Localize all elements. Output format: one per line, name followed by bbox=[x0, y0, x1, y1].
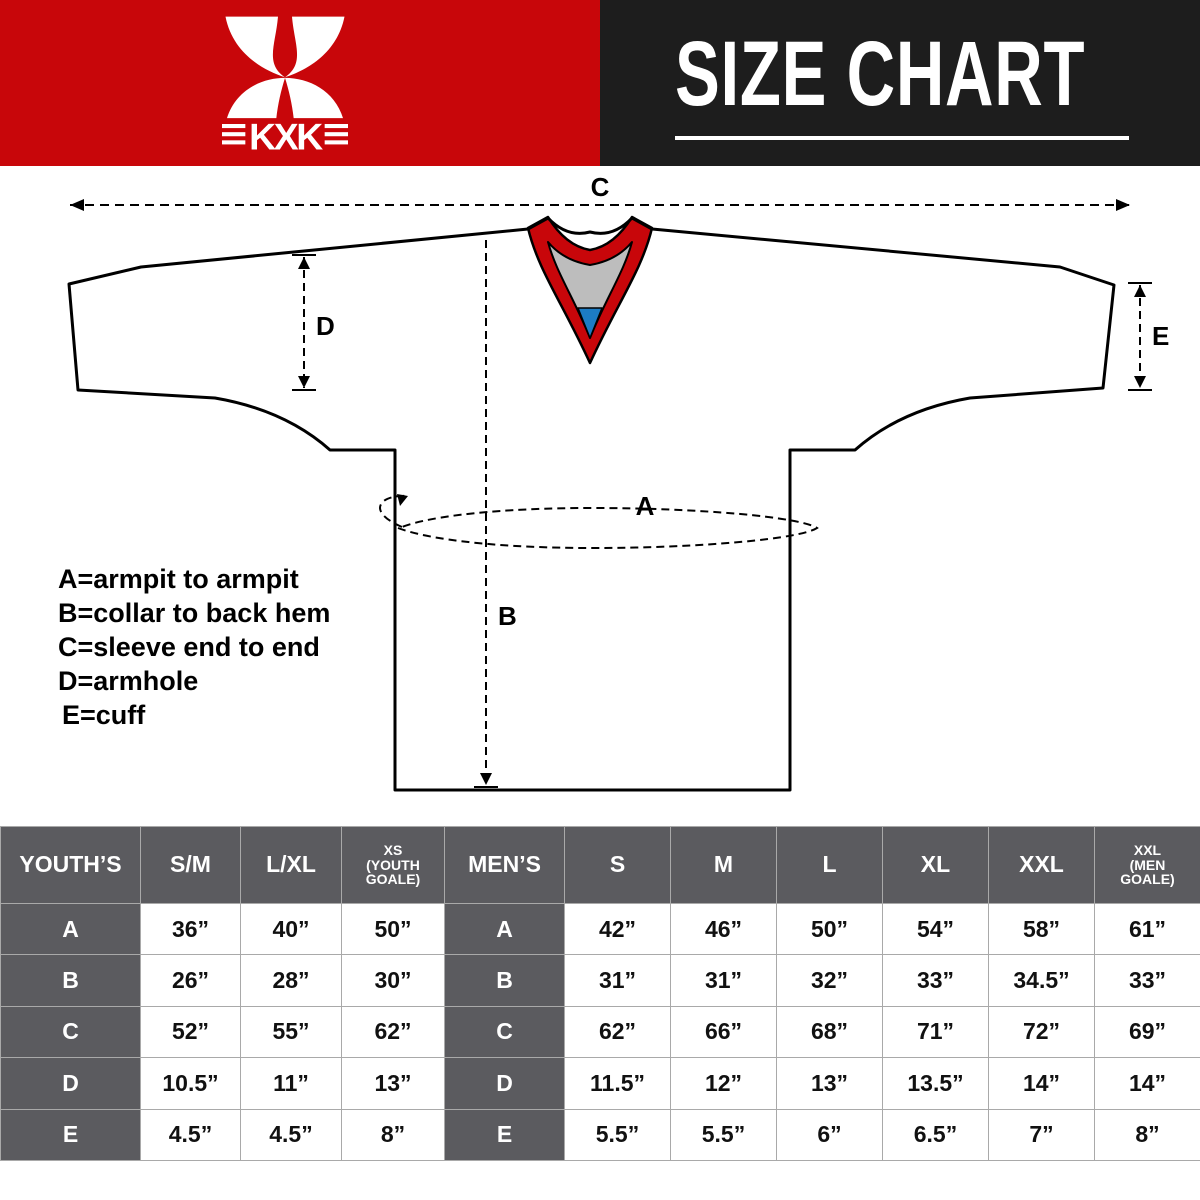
svg-text:D=armhole: D=armhole bbox=[58, 666, 198, 696]
svg-text:A=armpit to armpit: A=armpit to armpit bbox=[58, 564, 299, 594]
svg-text:C=sleeve end to end: C=sleeve end to end bbox=[58, 632, 320, 662]
svg-text:E: E bbox=[1152, 321, 1169, 351]
svg-text:C: C bbox=[591, 172, 610, 202]
svg-text:B=collar to back hem: B=collar to back hem bbox=[58, 598, 330, 628]
svg-text:E=cuff: E=cuff bbox=[62, 700, 146, 730]
svg-text:D: D bbox=[316, 311, 335, 341]
svg-text:B: B bbox=[498, 601, 517, 631]
svg-text:KXK: KXK bbox=[249, 116, 323, 152]
svg-text:A: A bbox=[636, 491, 655, 521]
